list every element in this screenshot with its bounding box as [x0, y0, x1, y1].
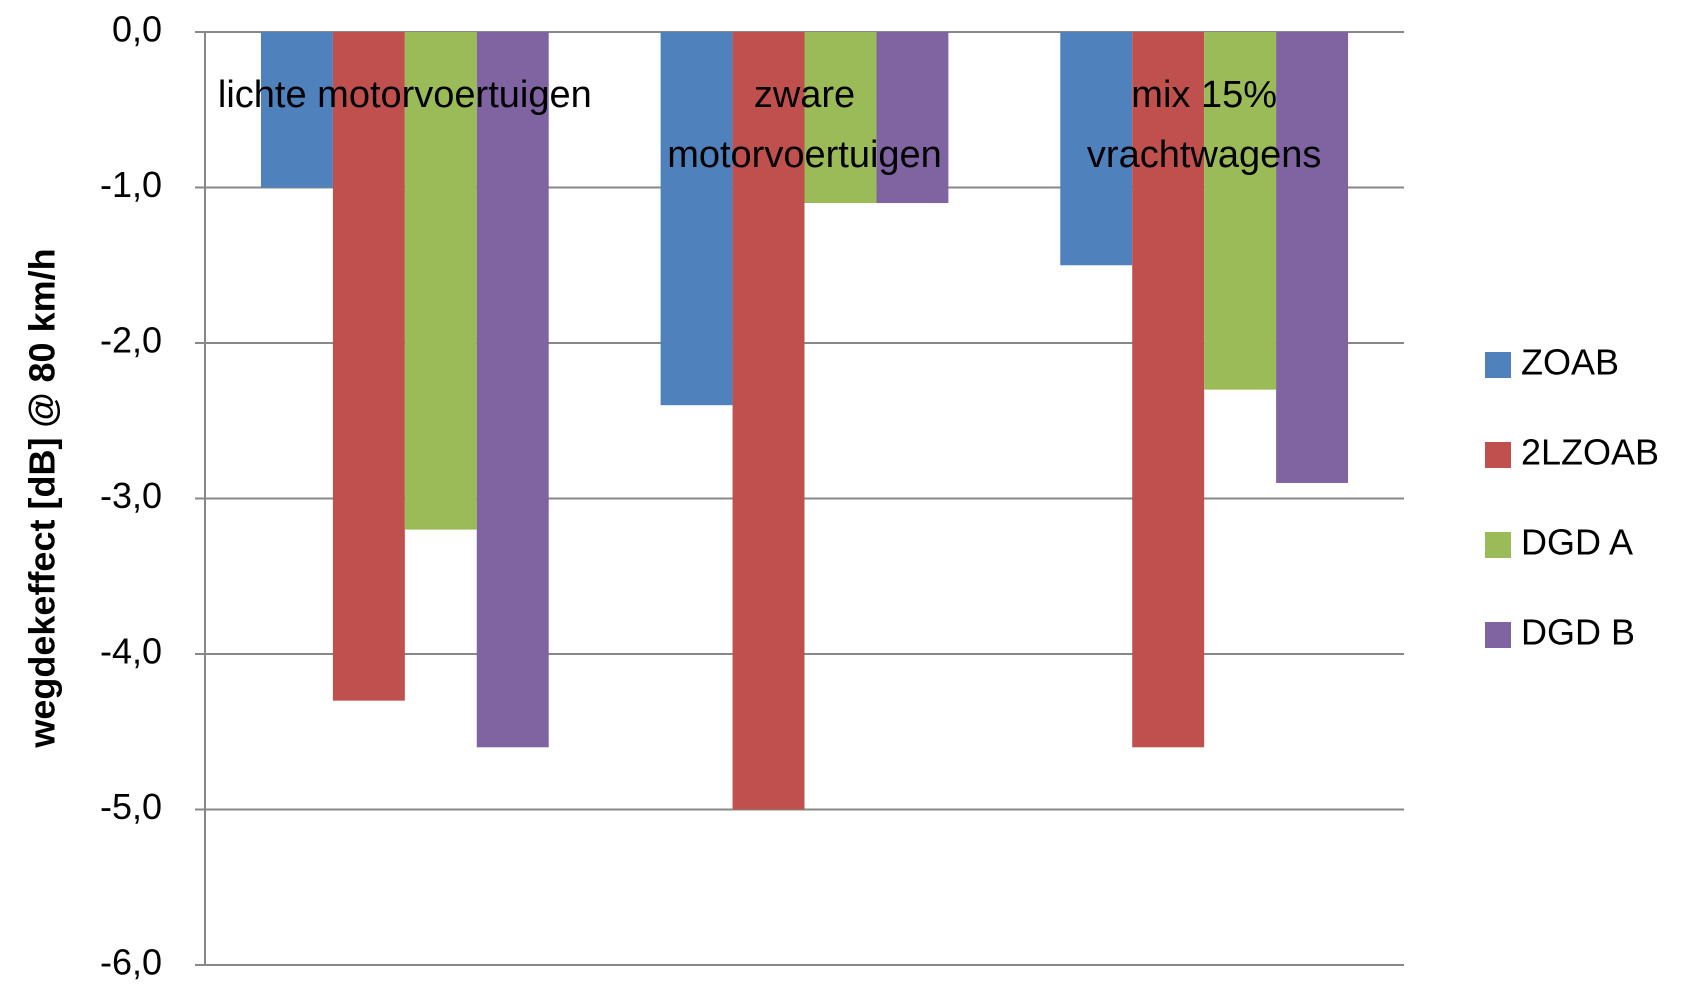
y-tick-label: -2,0: [100, 320, 162, 361]
bar: [1276, 32, 1349, 483]
bar: [1132, 32, 1205, 748]
y-axis-label: wegdekeffect [dB] @ 80 km/h: [22, 248, 63, 748]
legend-label: ZOAB: [1521, 342, 1619, 383]
y-tick-label: -1,0: [100, 164, 162, 205]
category-label: mix 15% vrachtwagens: [1086, 74, 1322, 176]
bar: [260, 32, 333, 188]
y-tick-label: -4,0: [100, 631, 162, 672]
legend-swatch: [1485, 622, 1511, 648]
bar: [732, 32, 805, 810]
legend-label: DGD A: [1521, 522, 1633, 563]
category-label: lichte motorvoertuigen: [217, 74, 592, 116]
bar: [1060, 32, 1133, 266]
bar: [876, 32, 949, 204]
category-label: zware motorvoertuigen: [667, 74, 942, 176]
bar: [476, 32, 549, 748]
legend-swatch: [1485, 532, 1511, 558]
bar: [804, 32, 877, 204]
bar: [660, 32, 733, 406]
bar: [332, 32, 405, 701]
y-tick-label: -3,0: [100, 475, 162, 516]
legend-label: 2LZOAB: [1521, 432, 1659, 473]
legend-label: DGD B: [1521, 612, 1635, 653]
legend-swatch: [1485, 442, 1511, 468]
y-tick-label: -5,0: [100, 786, 162, 827]
bar: [1204, 32, 1277, 390]
y-tick-label: 0,0: [112, 9, 162, 50]
y-tick-label: -6,0: [100, 942, 162, 983]
legend-swatch: [1485, 352, 1511, 378]
bar: [404, 32, 477, 530]
